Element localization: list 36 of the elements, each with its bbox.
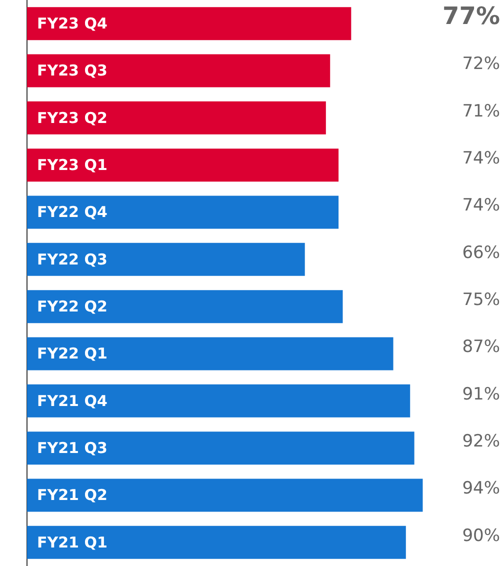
data-label: 72% [462,54,500,74]
y-tick-label: FY22 Q2 [37,297,108,316]
bar [27,242,305,276]
y-tick-label: FY23 Q1 [37,156,108,174]
bar [27,478,423,512]
bar [27,432,414,465]
data-label: 75% [462,290,500,310]
data-label: 71% [462,101,500,122]
y-tick-label: FY23 Q3 [37,62,108,80]
bar [27,54,330,88]
data-label: 94% [462,478,500,499]
bar [27,7,352,40]
data-label: 90% [462,526,500,546]
bar [27,196,339,229]
data-label: 91% [462,384,500,404]
bar [27,101,326,134]
bar [27,337,394,370]
bar [27,290,343,324]
data-label: 74% [462,196,500,216]
y-tick-label: FY21 Q1 [37,533,108,552]
y-tick-label: FY22 Q3 [37,250,108,268]
data-label: 74% [462,148,500,169]
y-tick-label: FY21 Q4 [37,392,108,410]
data-label: 92% [462,432,500,452]
y-tick-label: FY21 Q3 [37,438,108,457]
y-tick-label: FY22 Q4 [37,203,108,222]
data-label: 66% [462,242,500,263]
y-tick-label: FY21 Q2 [37,486,108,504]
bar [27,384,410,418]
bar [27,148,339,182]
y-tick-label: FY23 Q2 [37,108,108,127]
data-label: 77% [442,2,500,30]
y-tick-label: FY23 Q4 [37,14,108,32]
bar [27,526,406,559]
data-label: 87% [462,337,500,358]
y-tick-label: FY22 Q1 [37,344,108,363]
